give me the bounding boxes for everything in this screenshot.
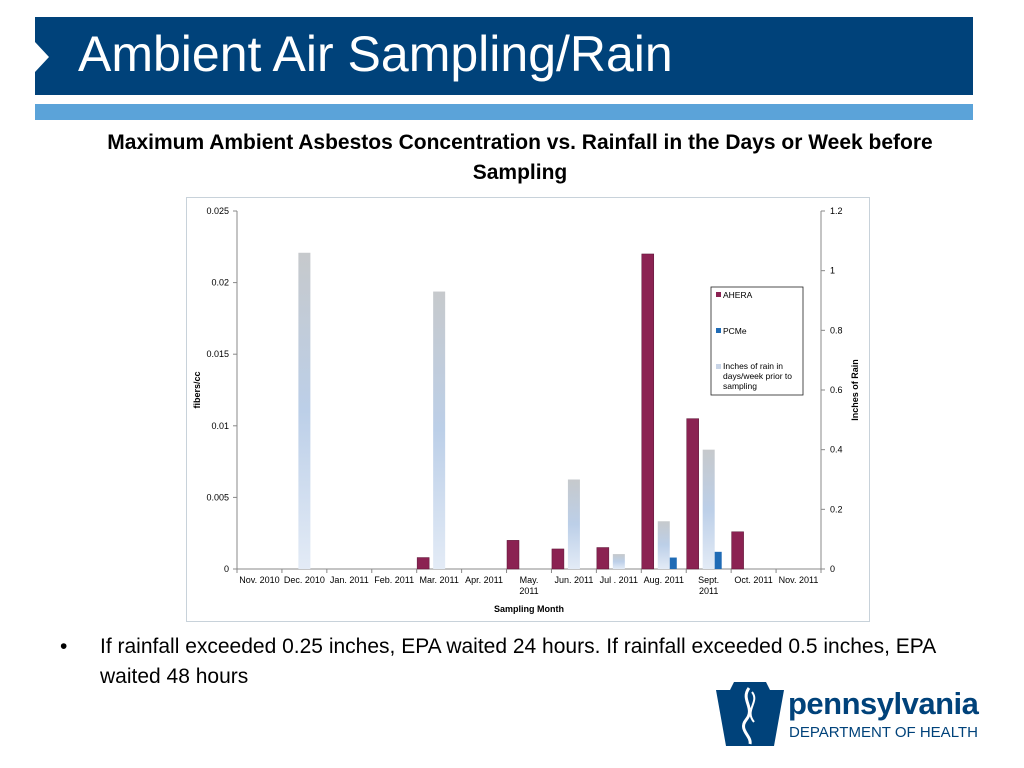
y2-tick-label: 0.2 (830, 504, 843, 514)
x-tick-label: Dec. 2010 (284, 575, 325, 585)
bullet-icon: • (60, 635, 68, 658)
chart: 0 0.005 0.01 0.015 0.02 0.025 0 0.2 0.4 0.6 0.8 1 1.… (192, 206, 860, 614)
chart-frame: 0 0.005 0.01 0.015 0.02 0.025 0 0.2 0.4 0.6 0.8 1 1.… (186, 197, 870, 622)
y-tick-label: 0.025 (206, 206, 229, 216)
bar-pcme (669, 557, 677, 569)
legend-swatch-ahera (716, 292, 721, 297)
y-axis-title: fibers/cc (192, 371, 202, 408)
bar-rain (657, 521, 670, 569)
legend-box (710, 286, 804, 396)
y-tick-label: 0.02 (211, 278, 229, 288)
bar-ahera (731, 531, 744, 570)
x-axis-title: Sampling Month (494, 604, 564, 614)
bar-ahera (506, 540, 520, 570)
x-tick-label: May. (520, 575, 539, 585)
y2-axis-title: Inches of Rain (850, 359, 860, 421)
bar-ahera (416, 557, 430, 570)
y2-tick-label: 0 (830, 564, 835, 574)
x-tick-label: Aug. 2011 (644, 575, 684, 585)
pa-health-logo: pennsylvania DEPARTMENT OF HEALTH (716, 682, 979, 746)
legend-label-pcme: PCMe (723, 326, 747, 336)
x-tick-label: Nov. 2010 (239, 575, 279, 585)
chart-title: Maximum Ambient Asbestos Concentration v… (107, 131, 933, 184)
x-tick-label: Mar. 2011 (419, 575, 458, 585)
bar-rain (433, 291, 446, 569)
x-tick-label: Nov. 2011 (779, 575, 819, 585)
logo-wordmark: pennsylvania (788, 686, 979, 721)
keystone-icon (716, 682, 784, 746)
y-tick-label: 0.005 (206, 492, 229, 502)
title-arrow-icon (35, 42, 49, 72)
legend-label-rain: Inches of rain in (723, 361, 783, 371)
x-tick-label: Apr. 2011 (465, 575, 503, 585)
bar-ahera (551, 548, 565, 570)
x-tick-label: Jul . 2011 (600, 575, 638, 585)
legend-swatch-rain (716, 364, 721, 369)
bar-rain (298, 252, 311, 569)
legend-label-rain: days/week prior to (723, 371, 792, 381)
x-tick-label: Jun. 2011 (554, 575, 593, 585)
legend-label-ahera: AHERA (723, 290, 753, 300)
x-tick-label: Sept. (698, 575, 719, 585)
bar-ahera (596, 547, 610, 570)
slide-title: Ambient Air Sampling/Rain (78, 26, 673, 82)
y2-tick-label: 1 (830, 266, 835, 276)
bullet-text: If rainfall exceeded 0.25 inches, EPA wa… (100, 635, 936, 688)
x-tick-label: Jan. 2011 (330, 575, 369, 585)
x-tick-label: 2011 (519, 586, 538, 596)
bar-rain (567, 479, 580, 569)
logo-department: DEPARTMENT OF HEALTH (789, 724, 978, 741)
x-tick-label: Oct. 2011 (734, 575, 772, 585)
bar-pcme (714, 551, 722, 569)
bar-rain (612, 554, 625, 569)
bar-rain (702, 449, 715, 569)
x-tick-label: Feb. 2011 (374, 575, 414, 585)
legend-label-rain: sampling (723, 381, 757, 391)
x-tick-label: 2011 (699, 586, 718, 596)
y-tick-label: 0.015 (206, 349, 229, 359)
title-bar (35, 17, 973, 95)
y2-tick-label: 0.8 (830, 325, 843, 335)
legend-swatch-pcme (716, 328, 721, 333)
y-tick-label: 0.01 (211, 421, 229, 431)
y2-tick-label: 0.4 (830, 445, 843, 455)
y-tick-label: 0 (224, 564, 229, 574)
bar-ahera (641, 253, 655, 570)
y2-tick-label: 0.6 (830, 385, 843, 395)
y2-tick-label: 1.2 (830, 206, 843, 216)
accent-bar (35, 104, 973, 120)
bar-ahera (686, 418, 699, 570)
